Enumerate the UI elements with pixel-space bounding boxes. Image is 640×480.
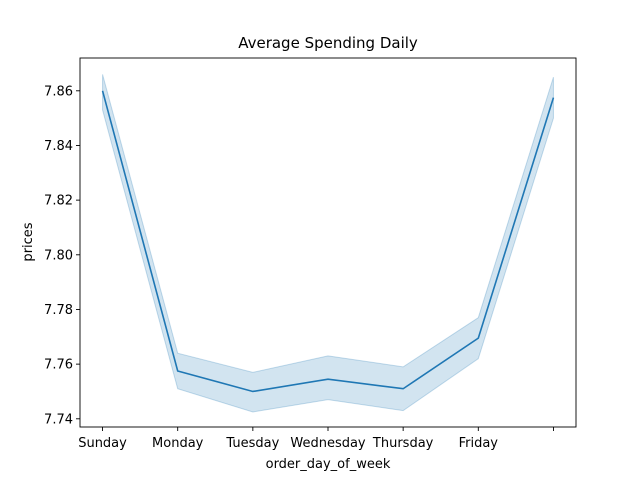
confidence-band [102,74,554,413]
y-tick-label: 7.80 [44,248,73,263]
y-tick-label: 7.82 [44,194,73,209]
x-tick-label: Friday [459,436,499,451]
x-tick-label: Tuesday [225,436,279,451]
x-tick-label: Wednesday [290,436,366,451]
x-axis-ticks: Sunday Monday Tuesday Wednesday Thursday Frid… [78,427,554,451]
y-tick-label: 7.84 [44,139,73,154]
y-tick-label: 7.74 [44,412,73,427]
plot-frame [79,57,577,428]
x-axis-label: order_day_of_week [266,457,391,472]
y-tick-label: 7.78 [44,303,73,318]
x-tick-label: Thursday [372,436,434,451]
y-tick-label: 7.76 [44,358,73,373]
chart-title: Average Spending Daily [238,34,418,52]
y-tick-label: 7.86 [44,84,73,99]
x-tick-label: Monday [152,436,204,451]
y-axis-ticks: 7.74 7.76 7.78 7.80 7.82 7.84 7.86 [44,84,80,427]
series-line [101,90,555,393]
y-axis-label: prices [21,222,36,261]
x-tick-label: Sunday [78,436,127,451]
